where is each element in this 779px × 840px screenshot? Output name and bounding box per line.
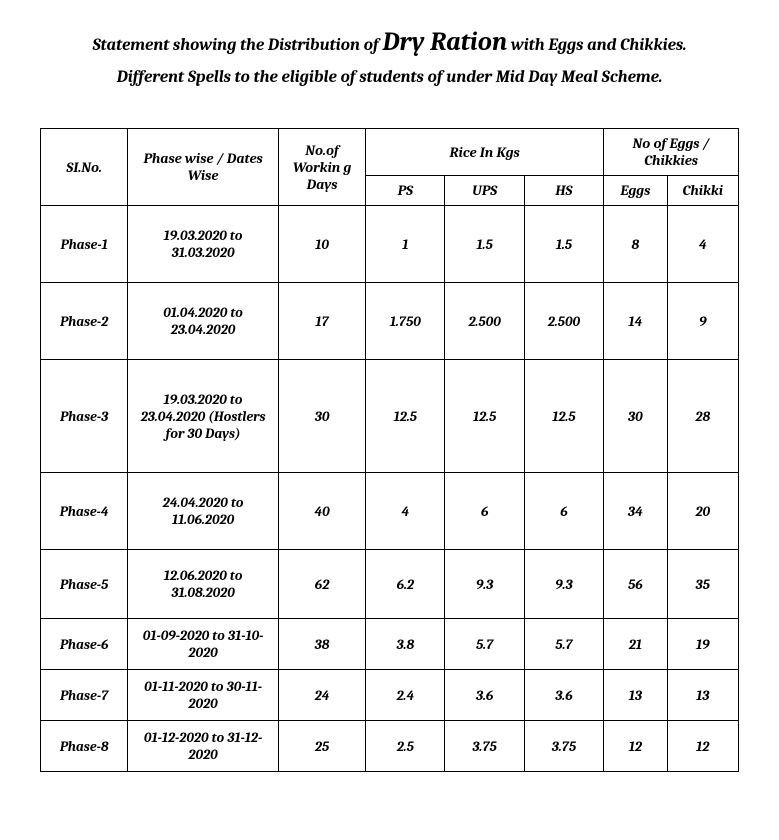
table-row: Phase-201.04.2020 to 23.04.2020171.7502.…	[41, 283, 739, 360]
cell-chikki: 4	[667, 206, 738, 283]
cell-ps: 3.8	[366, 619, 445, 670]
header-working-days: No.of Workin g Days	[278, 129, 365, 206]
cell-eggs: 13	[604, 670, 667, 721]
cell-ups: 1.5	[445, 206, 524, 283]
header-chikki: Chikki	[667, 176, 738, 206]
cell-ps: 12.5	[366, 360, 445, 473]
cell-phase: 12.06.2020 to 31.08.2020	[128, 550, 279, 619]
header-eggs: Eggs	[604, 176, 667, 206]
cell-hs: 3.6	[524, 670, 603, 721]
cell-wd: 62	[278, 550, 365, 619]
header-slno: SI.No.	[41, 129, 128, 206]
cell-chikki: 28	[667, 360, 738, 473]
cell-sl: Phase-1	[41, 206, 128, 283]
cell-hs: 6	[524, 473, 603, 550]
header-rice: Rice In Kgs	[366, 129, 604, 176]
cell-eggs: 21	[604, 619, 667, 670]
cell-phase: 01-09-2020 to 31-10-2020	[128, 619, 279, 670]
cell-phase: 01-11-2020 to 30-11-2020	[128, 670, 279, 721]
table-header: SI.No. Phase wise / Dates Wise No.of Wor…	[41, 129, 739, 206]
cell-wd: 30	[278, 360, 365, 473]
cell-chikki: 13	[667, 670, 738, 721]
cell-wd: 17	[278, 283, 365, 360]
cell-hs: 1.5	[524, 206, 603, 283]
cell-phase: 24.04.2020 to 11.06.2020	[128, 473, 279, 550]
page-title: Statement showing the Distribution of Dr…	[60, 20, 720, 93]
header-ups: UPS	[445, 176, 524, 206]
cell-chikki: 20	[667, 473, 738, 550]
table-row: Phase-512.06.2020 to 31.08.2020626.29.39…	[41, 550, 739, 619]
cell-chikki: 9	[667, 283, 738, 360]
cell-hs: 2.500	[524, 283, 603, 360]
header-hs: HS	[524, 176, 603, 206]
cell-hs: 12.5	[524, 360, 603, 473]
cell-sl: Phase-2	[41, 283, 128, 360]
cell-hs: 9.3	[524, 550, 603, 619]
cell-eggs: 12	[604, 721, 667, 772]
cell-sl: Phase-6	[41, 619, 128, 670]
cell-ps: 1.750	[366, 283, 445, 360]
cell-eggs: 8	[604, 206, 667, 283]
cell-wd: 24	[278, 670, 365, 721]
cell-ups: 5.7	[445, 619, 524, 670]
cell-ps: 2.5	[366, 721, 445, 772]
cell-wd: 10	[278, 206, 365, 283]
table-row: Phase-119.03.2020 to 31.03.20201011.51.5…	[41, 206, 739, 283]
title-prefix: Statement showing the Distribution of	[92, 36, 382, 55]
cell-eggs: 56	[604, 550, 667, 619]
header-phase: Phase wise / Dates Wise	[128, 129, 279, 206]
cell-hs: 3.75	[524, 721, 603, 772]
table-row: Phase-701-11-2020 to 30-11-2020242.43.63…	[41, 670, 739, 721]
distribution-table: SI.No. Phase wise / Dates Wise No.of Wor…	[40, 128, 739, 772]
table-row: Phase-424.04.2020 to 11.06.2020404663420	[41, 473, 739, 550]
cell-eggs: 14	[604, 283, 667, 360]
cell-wd: 40	[278, 473, 365, 550]
cell-sl: Phase-8	[41, 721, 128, 772]
cell-ps: 4	[366, 473, 445, 550]
cell-wd: 38	[278, 619, 365, 670]
cell-wd: 25	[278, 721, 365, 772]
cell-sl: Phase-5	[41, 550, 128, 619]
cell-phase: 19.03.2020 to 23.04.2020 (Hostlers for 3…	[128, 360, 279, 473]
cell-hs: 5.7	[524, 619, 603, 670]
table-row: Phase-319.03.2020 to 23.04.2020 (Hostler…	[41, 360, 739, 473]
cell-chikki: 19	[667, 619, 738, 670]
table-row: Phase-601-09-2020 to 31-10-2020383.85.75…	[41, 619, 739, 670]
cell-chikki: 12	[667, 721, 738, 772]
cell-sl: Phase-4	[41, 473, 128, 550]
cell-ps: 1	[366, 206, 445, 283]
table-row: Phase-801-12-2020 to 31-12-2020252.53.75…	[41, 721, 739, 772]
cell-ups: 6	[445, 473, 524, 550]
title-big: Dry Ration	[382, 27, 507, 57]
cell-ps: 6.2	[366, 550, 445, 619]
header-ps: PS	[366, 176, 445, 206]
cell-ups: 2.500	[445, 283, 524, 360]
cell-sl: Phase-3	[41, 360, 128, 473]
cell-ups: 9.3	[445, 550, 524, 619]
cell-ps: 2.4	[366, 670, 445, 721]
cell-phase: 01.04.2020 to 23.04.2020	[128, 283, 279, 360]
cell-phase: 19.03.2020 to 31.03.2020	[128, 206, 279, 283]
header-eggs-chikkies: No of Eggs / Chikkies	[604, 129, 739, 176]
cell-ups: 3.6	[445, 670, 524, 721]
cell-sl: Phase-7	[41, 670, 128, 721]
cell-chikki: 35	[667, 550, 738, 619]
cell-ups: 3.75	[445, 721, 524, 772]
cell-eggs: 30	[604, 360, 667, 473]
table-body: Phase-119.03.2020 to 31.03.20201011.51.5…	[41, 206, 739, 772]
cell-eggs: 34	[604, 473, 667, 550]
cell-phase: 01-12-2020 to 31-12-2020	[128, 721, 279, 772]
cell-ups: 12.5	[445, 360, 524, 473]
